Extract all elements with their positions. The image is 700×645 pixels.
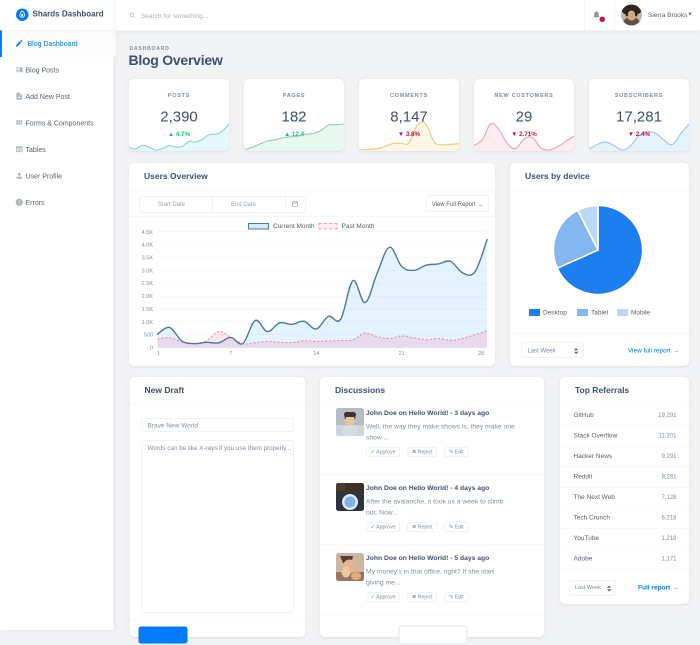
svg-text:4.5K: 4.5K: [142, 230, 154, 236]
svg-text:3.0K: 3.0K: [142, 268, 154, 274]
svg-text:14: 14: [313, 351, 319, 357]
svg-text:1: 1: [157, 351, 160, 357]
svg-text:7: 7: [229, 351, 232, 357]
svg-text:0: 0: [150, 346, 153, 352]
svg-text:2.5K: 2.5K: [142, 281, 154, 287]
svg-text:3.5K: 3.5K: [142, 256, 154, 262]
svg-text:500: 500: [144, 333, 153, 339]
svg-text:4.0K: 4.0K: [142, 243, 154, 249]
svg-text:28: 28: [478, 351, 484, 357]
svg-text:2.0K: 2.0K: [142, 294, 154, 300]
svg-text:1.0K: 1.0K: [142, 320, 154, 326]
svg-text:21: 21: [399, 351, 405, 357]
svg-text:1.5K: 1.5K: [142, 307, 154, 313]
